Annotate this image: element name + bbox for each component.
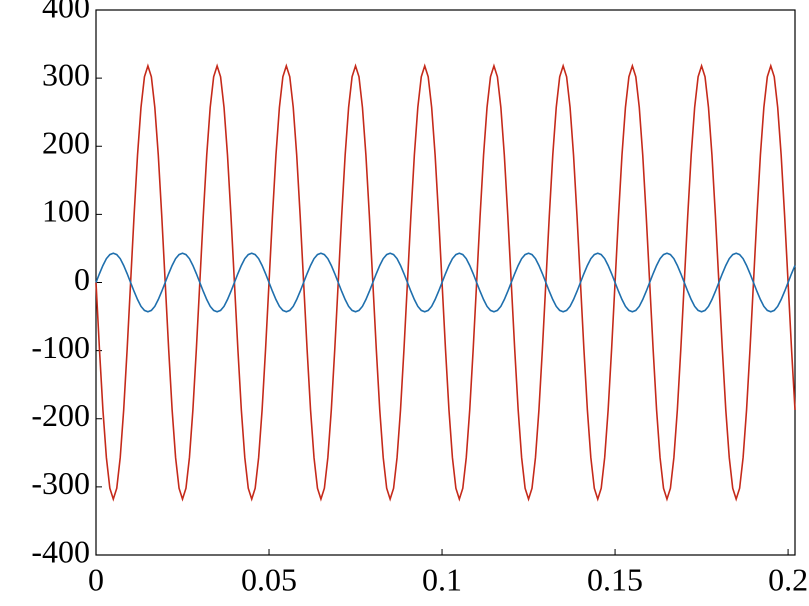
- y-tick-label: 100: [42, 193, 90, 229]
- x-tick-label: 0.15: [587, 561, 643, 597]
- y-tick-label: -300: [31, 465, 90, 501]
- series-line: [95, 63, 796, 502]
- y-tick-label: -100: [31, 329, 90, 365]
- y-tick-label: 400: [42, 0, 90, 24]
- x-tick-label: 0: [88, 561, 104, 597]
- plot-frame: [95, 9, 796, 556]
- x-tick-label: 0.1: [422, 561, 462, 597]
- y-tick-label: -200: [31, 397, 90, 433]
- x-tick-label: 0.2: [768, 561, 808, 597]
- y-tick-label: 200: [42, 125, 90, 161]
- series-line: [95, 252, 796, 313]
- y-tick-label: 0: [74, 261, 90, 297]
- x-tick-label: 0.05: [241, 561, 297, 597]
- y-tick-label: -400: [31, 533, 90, 569]
- y-tick-label: 300: [42, 56, 90, 92]
